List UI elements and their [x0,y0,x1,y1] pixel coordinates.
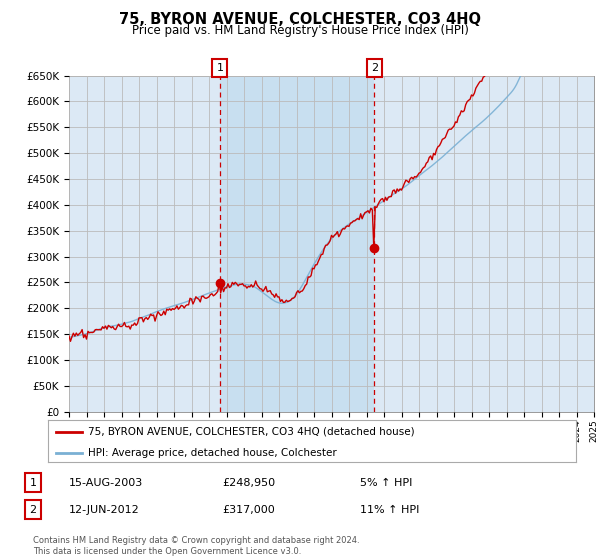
Bar [220,76,374,412]
Text: £317,000: £317,000 [222,505,275,515]
Text: 15-AUG-2003: 15-AUG-2003 [69,478,143,488]
Text: Price paid vs. HM Land Registry's House Price Index (HPI): Price paid vs. HM Land Registry's House … [131,24,469,37]
Text: 5% ↑ HPI: 5% ↑ HPI [360,478,412,488]
Text: Contains HM Land Registry data © Crown copyright and database right 2024.
This d: Contains HM Land Registry data © Crown c… [33,536,359,556]
Text: 2: 2 [371,63,378,73]
Text: 1: 1 [217,63,223,73]
Text: HPI: Average price, detached house, Colchester: HPI: Average price, detached house, Colc… [88,448,337,458]
Text: 11% ↑ HPI: 11% ↑ HPI [360,505,419,515]
Text: 75, BYRON AVENUE, COLCHESTER, CO3 4HQ (detached house): 75, BYRON AVENUE, COLCHESTER, CO3 4HQ (d… [88,427,414,437]
Text: 1: 1 [29,478,37,488]
Text: 2: 2 [29,505,37,515]
Text: 12-JUN-2012: 12-JUN-2012 [69,505,140,515]
Text: £248,950: £248,950 [222,478,275,488]
Text: 75, BYRON AVENUE, COLCHESTER, CO3 4HQ: 75, BYRON AVENUE, COLCHESTER, CO3 4HQ [119,12,481,27]
